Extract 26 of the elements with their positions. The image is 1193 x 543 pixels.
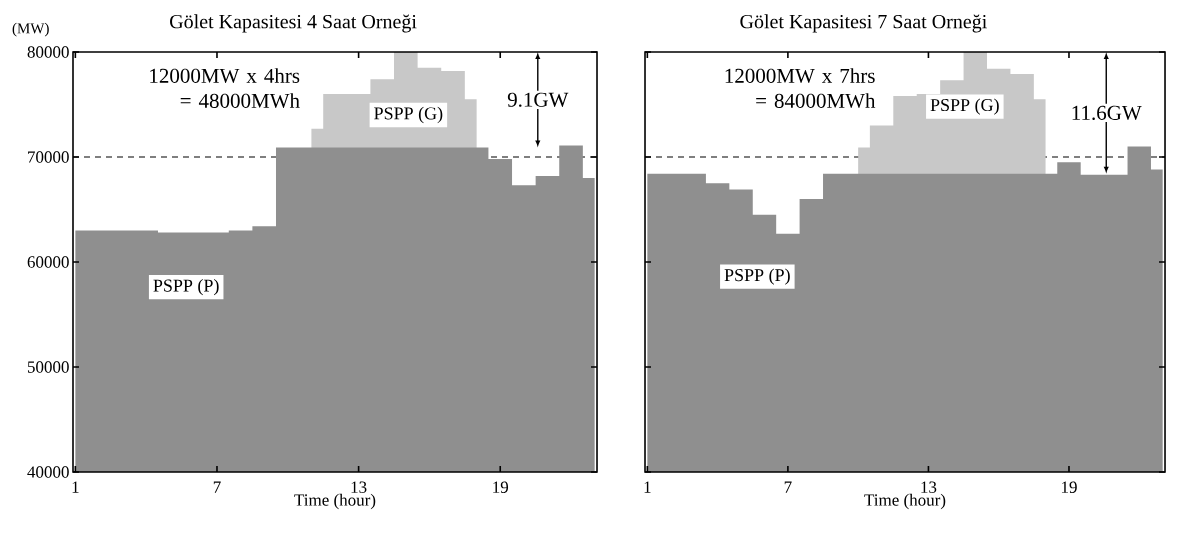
chart-title: Gölet Kapasitesi 7 Saat Orneği (740, 14, 987, 33)
annotation: 12000MW x 7hrs = 84000MWh (725, 68, 876, 109)
x-tick-label: 19 (493, 481, 509, 493)
annotation: PSPP (P) (724, 268, 790, 285)
x-tick-label: 1 (72, 481, 79, 493)
annotation: PSPP (G) (930, 98, 999, 115)
y-tick-label: 60000 (27, 256, 69, 268)
annotation: 12000MW x 4hrs = 48000MWh (150, 68, 300, 109)
x-tick-label: 1 (644, 481, 651, 493)
annotation: PSPP (G) (374, 106, 443, 124)
y-tick-label: 40000 (27, 466, 69, 478)
y-tick-label: 50000 (27, 361, 69, 373)
x-axis-title: Time (hour) (864, 493, 946, 510)
x-tick-label: 19 (1061, 481, 1077, 493)
x-axis-title: Time (hour) (294, 493, 376, 510)
x-tick-label: 7 (213, 481, 221, 493)
x-tick-label: 13 (351, 481, 367, 493)
y-axis-title: (MW) (12, 22, 49, 37)
y-tick-label: 80000 (27, 46, 69, 58)
chart-title: Gölet Kapasitesi 4 Saat Orneği (170, 14, 417, 33)
annotation: PSPP (P) (153, 279, 219, 296)
x-tick-label: 13 (921, 481, 937, 493)
x-tick-label: 7 (784, 481, 792, 493)
y-tick-label: 70000 (28, 151, 69, 163)
annotation: 9.1GW (507, 92, 569, 107)
annotation: 11.6GW (1072, 105, 1142, 121)
